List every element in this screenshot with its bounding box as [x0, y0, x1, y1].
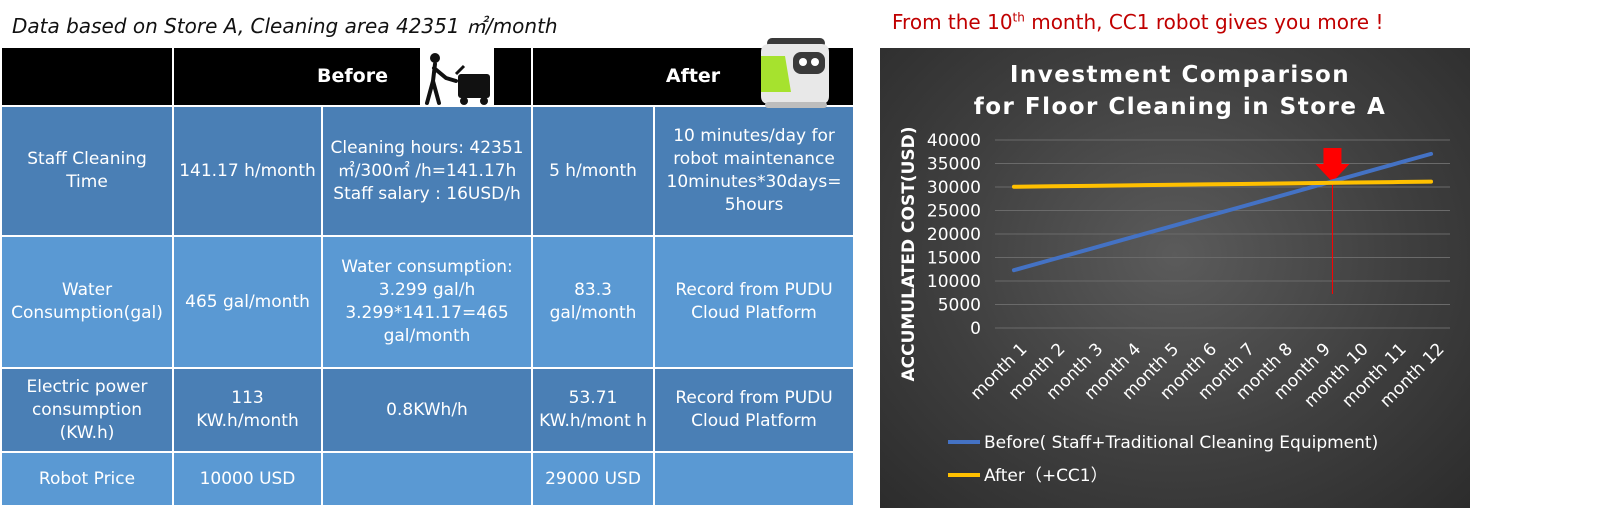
y-tick-label: 20000	[927, 225, 981, 245]
table-row: Electric power consumption (KW.h) 113 KW…	[0, 367, 856, 453]
header-after-label: After	[665, 65, 721, 87]
y-tick-label: 35000	[927, 155, 981, 175]
row-label: Robot Price	[0, 451, 174, 507]
row-label: Staff Cleaning Time	[0, 105, 174, 237]
row-label: Electric power consumption (KW.h)	[0, 367, 174, 453]
after-note: Record from PUDU Cloud Platform	[653, 235, 856, 369]
y-tick-label: 0	[970, 319, 981, 339]
header-after-cell: After	[531, 38, 856, 108]
line-chart: Investment Comparison for Floor Cleaning …	[899, 62, 1450, 486]
row-label: Water Consumption(gal)	[0, 235, 174, 369]
right-title: From the 10th month, CC1 robot gives you…	[892, 10, 1383, 34]
after-value: 53.71 KW.h/mont h	[531, 367, 656, 453]
before-value: 10000 USD	[172, 451, 323, 507]
y-tick-label: 25000	[927, 202, 981, 222]
after-value: 83.3 gal/month	[531, 235, 656, 369]
table-header-row: Before After	[0, 38, 856, 108]
before-note	[320, 451, 534, 507]
right-title-post: month, CC1 robot gives you more !	[1024, 10, 1384, 34]
legend-label: After（+CC1）	[984, 466, 1108, 486]
chart-title-line: Investment Comparison	[1010, 62, 1350, 88]
header-before-cell: Before	[171, 46, 534, 107]
y-axis-label: ACCUMULATED COST(USD)	[899, 126, 919, 381]
y-tick-label: 40000	[927, 131, 981, 151]
worker-pushing-cleaning-machine-icon	[420, 48, 494, 106]
header-empty-cell	[0, 46, 174, 107]
legend-label: Before( Staff+Traditional Cleaning Equip…	[984, 433, 1378, 453]
before-note: Cleaning hours: 42351㎡/300㎡ /h=141.17h S…	[320, 105, 534, 237]
table-row: Robot Price 10000 USD 29000 USD	[0, 451, 856, 507]
before-value: 141.17 h/month	[172, 105, 323, 237]
table-row: Staff Cleaning Time 141.17 h/month Clean…	[0, 105, 856, 237]
y-tick-label: 5000	[938, 296, 981, 316]
before-note: Water consumption: 3.299 gal/h 3.299*141…	[320, 235, 534, 369]
series-line-after	[1011, 179, 1434, 189]
left-title: Data based on Store A, Cleaning area 423…	[12, 14, 558, 38]
after-note: Record from PUDU Cloud Platform	[653, 367, 856, 453]
before-value: 465 gal/month	[172, 235, 323, 369]
cc1-robot-icon	[751, 34, 837, 110]
comparison-table: Before After	[0, 38, 856, 507]
chart-panel: Investment Comparison for Floor Cleaning …	[880, 48, 1470, 508]
header-before-label: Before	[317, 65, 388, 87]
y-tick-label: 30000	[927, 178, 981, 198]
after-note: 10 minutes/day for robot maintenance 10m…	[653, 105, 856, 237]
before-note: 0.8KWh/h	[320, 367, 534, 453]
down-arrow-icon	[1315, 148, 1350, 182]
y-tick-label: 10000	[927, 272, 981, 292]
after-value: 5 h/month	[531, 105, 656, 237]
right-title-pre: From the 10	[892, 10, 1013, 34]
after-note	[653, 451, 856, 507]
right-title-sup: th	[1012, 10, 1025, 25]
after-value: 29000 USD	[531, 451, 656, 507]
table-row: Water Consumption(gal) 465 gal/month Wat…	[0, 235, 856, 369]
series-line-before	[1011, 151, 1434, 273]
y-tick-label: 15000	[927, 249, 981, 269]
chart-title-line: for Floor Cleaning in Store A	[974, 94, 1387, 120]
before-value: 113 KW.h/month	[172, 367, 323, 453]
